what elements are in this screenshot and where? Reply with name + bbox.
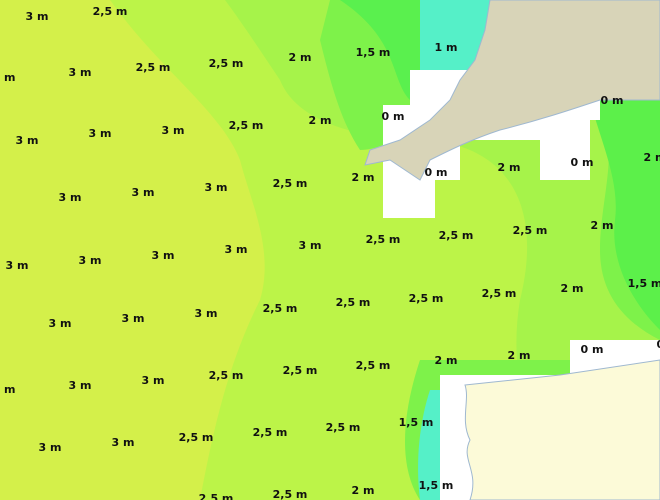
wave-height-label: 0 m — [581, 343, 604, 356]
wave-height-label: 3 m — [26, 10, 49, 23]
wave-height-label: 3 m — [16, 134, 39, 147]
wave-height-label: 3 m — [6, 259, 29, 272]
wave-height-label: 3 m — [225, 243, 248, 256]
wave-height-label: 2 m — [508, 349, 531, 362]
wave-height-label: 2,5 m — [336, 296, 371, 309]
wave-height-label: 3 m — [69, 66, 92, 79]
wave-height-label: 2 m — [644, 151, 660, 164]
wave-height-label: 2,5 m — [283, 364, 318, 377]
wave-height-label: 2,5 m — [273, 488, 308, 500]
wave-height-label: 2,5 m — [439, 229, 474, 242]
wave-height-label: 3 m — [39, 441, 62, 454]
wave-height-label: 2 m — [352, 171, 375, 184]
wave-height-label: 2,5 m — [482, 287, 517, 300]
wave-height-label: 1 m — [435, 41, 458, 54]
wave-height-label: 3 m — [195, 307, 218, 320]
wave-height-label: 3 m — [299, 239, 322, 252]
wave-height-label: 3 m — [0, 383, 15, 396]
wave-height-label: 2 m — [498, 161, 521, 174]
wave-height-label: 2,5 m — [273, 177, 308, 190]
wave-height-label: 2,5 m — [263, 302, 298, 315]
zone-1m-e — [590, 100, 660, 330]
wave-height-label: 0 m — [657, 338, 660, 351]
wave-height-label: 2,5 m — [326, 421, 361, 434]
land-north — [364, 0, 660, 181]
wave-height-label: 2,5 m — [136, 61, 171, 74]
wave-height-label: 3 m — [79, 254, 102, 267]
wave-height-label: 2,5 m — [209, 369, 244, 382]
wave-height-label: 3 m — [142, 374, 165, 387]
wave-height-label: 2,5 m — [209, 57, 244, 70]
wave-height-label: 3 m — [122, 312, 145, 325]
wave-height-label: 2,5 m — [253, 426, 288, 439]
wave-height-label: 2,5 m — [199, 492, 234, 500]
wave-height-label: 3 m — [69, 379, 92, 392]
wave-height-label: 3 m — [205, 181, 228, 194]
wave-height-label: 0 m — [571, 156, 594, 169]
wave-height-label: 2 m — [561, 282, 584, 295]
wave-height-label: 2 m — [435, 354, 458, 367]
wave-height-label: 2 m — [309, 114, 332, 127]
wave-height-label: 3 m — [132, 186, 155, 199]
wave-height-label: 0 m — [425, 166, 448, 179]
wave-height-label: 2 m — [591, 219, 614, 232]
wave-height-label: 3 m — [112, 436, 135, 449]
wave-height-label: 3 m — [59, 191, 82, 204]
wave-height-label: 1,5 m — [628, 277, 660, 290]
wave-height-label: 3 m — [0, 71, 15, 84]
wave-height-label: 1,5 m — [356, 46, 391, 59]
wave-height-label: 1,5 m — [399, 416, 434, 429]
labels: 3 m 2,5 m 2 m 1,5 m 1 m 2,5 m 2,5 m 3 m 3 m 0 m 2 … — [0, 5, 660, 500]
wave-height-label: 2 m — [289, 51, 312, 64]
wave-height-label: 1,5 m — [419, 479, 454, 492]
wave-height-label: 3 m — [49, 317, 72, 330]
wave-height-label: 3 m — [89, 127, 112, 140]
wave-height-label: 2,5 m — [93, 5, 128, 18]
wave-height-label: 2,5 m — [229, 119, 264, 132]
wave-height-label: 3 m — [162, 124, 185, 137]
wave-height-label: 3 m — [152, 249, 175, 262]
wave-height-label: 2,5 m — [513, 224, 548, 237]
wave-height-label: 2 m — [352, 484, 375, 497]
wave-height-label: 0 m — [382, 110, 405, 123]
wave-height-label: 2,5 m — [179, 431, 214, 444]
wave-height-label: 2,5 m — [356, 359, 391, 372]
wave-height-label: 0 m — [601, 94, 624, 107]
wave-height-label: 2,5 m — [409, 292, 444, 305]
wave-height-label: 2,5 m — [366, 233, 401, 246]
